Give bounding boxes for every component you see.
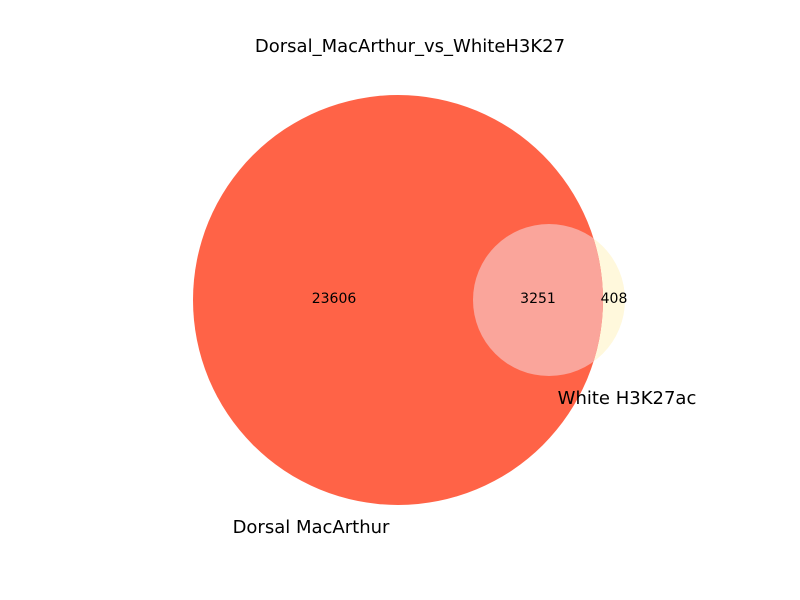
venn-shapes bbox=[193, 95, 625, 505]
set-a-only-count: 23606 bbox=[312, 291, 357, 307]
set-b-label: White H3K27ac bbox=[558, 388, 697, 409]
set-a-region bbox=[193, 95, 603, 505]
chart-title: Dorsal_MacArthur_vs_WhiteH3K27 bbox=[255, 36, 565, 57]
set-a-label: Dorsal MacArthur bbox=[233, 517, 390, 538]
intersection-region bbox=[473, 224, 603, 376]
set-b-only-count: 408 bbox=[601, 291, 628, 307]
intersection-count: 3251 bbox=[520, 291, 556, 307]
